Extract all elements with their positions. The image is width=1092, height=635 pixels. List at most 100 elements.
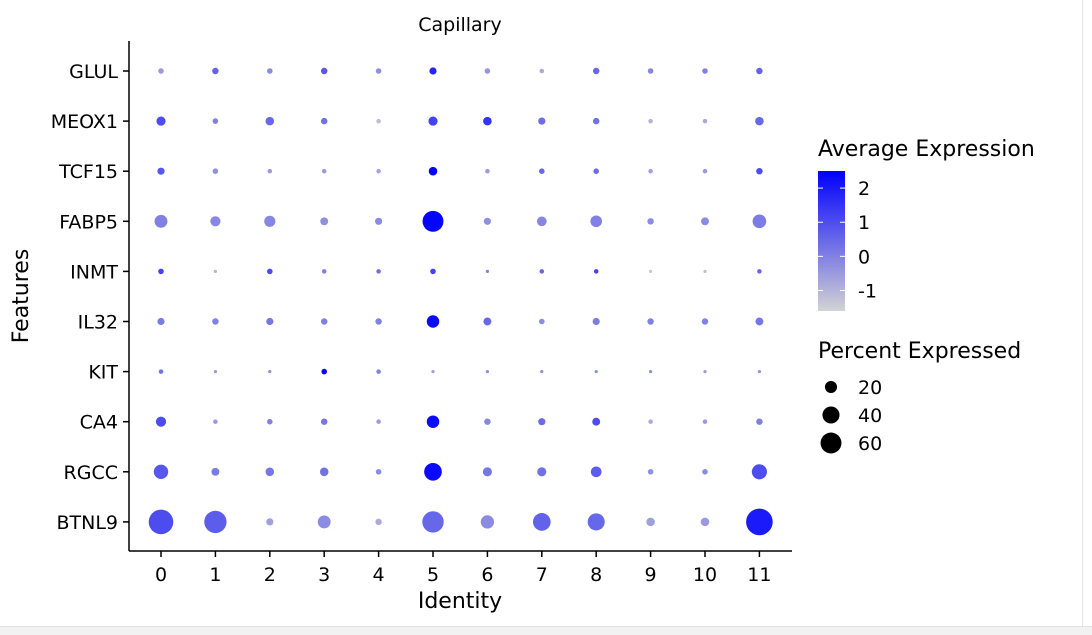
y-tick-label: CA4 [80, 412, 118, 434]
dot-il32-2 [266, 317, 274, 326]
dot-layer [148, 67, 773, 536]
dot-rgcc-8 [590, 466, 602, 478]
dot-inmt-6 [485, 269, 490, 274]
dot-glul-1 [212, 67, 219, 75]
dot-tcf15-3 [321, 168, 327, 174]
x-tick-label: 0 [155, 564, 167, 586]
dot-il32-1 [212, 318, 219, 325]
dot-glul-6 [484, 68, 491, 74]
color-legend-title: Average Expression [818, 137, 1035, 162]
dot-inmt-10 [703, 269, 707, 274]
size-key-label: 20 [858, 377, 882, 399]
dot-fabp5-9 [647, 218, 654, 225]
dot-ca4-8 [592, 417, 601, 426]
dot-ca4-7 [538, 418, 546, 426]
dot-btnl9-4 [375, 518, 382, 526]
y-tick-label: GLUL [69, 61, 118, 83]
dot-ca4-1 [213, 419, 218, 424]
dot-rgcc-11 [751, 464, 767, 480]
dot-rgcc-0 [153, 464, 169, 480]
dot-meox1-1 [212, 118, 219, 124]
color-tick-label: 0 [858, 246, 870, 268]
dot-rgcc-6 [482, 467, 492, 477]
dot-rgcc-1 [211, 467, 220, 476]
dot-meox1-11 [755, 116, 764, 126]
dot-fabp5-7 [536, 216, 547, 227]
dot-ca4-0 [155, 416, 167, 427]
dot-tcf15-6 [485, 168, 490, 174]
dot-fabp5-2 [264, 215, 276, 227]
x-tick-label: 10 [693, 564, 717, 586]
x-tick-label: 2 [264, 564, 276, 586]
x-tick-label: 1 [209, 564, 221, 586]
dot-fabp5-11 [752, 214, 767, 229]
color-legend-bar [818, 171, 845, 311]
dot-kit-10 [703, 369, 707, 374]
dot-kit-1 [213, 369, 218, 374]
dot-fabp5-6 [483, 217, 492, 225]
size-key-label: 40 [858, 405, 882, 427]
dot-meox1-0 [156, 116, 166, 126]
dot-meox1-9 [648, 118, 653, 124]
dot-glul-3 [320, 67, 328, 75]
dot-plot: Capillary GLUL MEOX1 TCF15 FABP5 INMT IL32 KIT… [9, 14, 1035, 614]
y-tick-label: FABP5 [59, 211, 118, 233]
dot-tcf15-8 [593, 168, 599, 174]
dot-fabp5-3 [320, 217, 329, 226]
size-legend-keys: 20 40 60 [820, 377, 882, 455]
color-legend: Average Expression 2 1 0 -1 [818, 137, 1035, 311]
y-tick-label: BTNL9 [56, 512, 118, 534]
dot-tcf15-2 [267, 168, 273, 174]
dot-glul-4 [375, 68, 382, 74]
dot-ca4-5 [426, 415, 440, 428]
x-tick-label: 5 [427, 564, 439, 586]
dot-rgcc-4 [375, 469, 382, 475]
dot-inmt-7 [539, 269, 545, 274]
dot-kit-0 [158, 369, 164, 374]
dot-ca4-11 [756, 418, 763, 425]
dot-tcf15-4 [376, 168, 381, 174]
dot-il32-4 [375, 318, 382, 325]
dot-meox1-8 [592, 117, 600, 125]
dot-tcf15-1 [212, 168, 219, 174]
dot-kit-11 [757, 369, 762, 374]
dot-meox1-3 [320, 117, 328, 125]
dot-ca4-2 [267, 418, 273, 425]
dot-inmt-5 [430, 268, 436, 275]
dot-meox1-2 [265, 116, 275, 126]
x-tick-label: 9 [645, 564, 657, 586]
y-axis-ticks: GLUL MEOX1 TCF15 FABP5 INMT IL32 KIT CA4 RGCC BTN… [51, 61, 129, 534]
dot-btnl9-6 [480, 515, 495, 529]
dot-kit-9 [648, 369, 653, 374]
dot-meox1-5 [428, 116, 438, 126]
dot-tcf15-10 [702, 168, 708, 174]
dot-glul-0 [158, 68, 164, 74]
dot-fabp5-0 [154, 214, 168, 228]
dot-btnl9-2 [266, 518, 274, 526]
y-tick-label: TCF15 [58, 161, 118, 183]
dot-inmt-8 [593, 269, 599, 274]
dot-tcf15-7 [539, 168, 545, 174]
color-tick-label: -1 [858, 281, 877, 303]
dot-btnl9-5 [422, 511, 444, 533]
dot-ca4-9 [648, 419, 653, 424]
dot-rgcc-5 [424, 462, 442, 481]
color-legend-ticks: 2 1 0 -1 [818, 178, 877, 303]
chart-title: Capillary [418, 14, 502, 36]
dot-glul-9 [647, 68, 654, 74]
dot-ca4-10 [702, 419, 708, 424]
dot-inmt-4 [376, 269, 381, 274]
size-key-dot [824, 380, 838, 394]
dot-il32-11 [755, 317, 764, 326]
dot-btnl9-0 [148, 509, 174, 535]
dot-il32-10 [701, 318, 709, 325]
dot-inmt-2 [267, 268, 273, 275]
y-tick-label: MEOX1 [51, 111, 118, 133]
dot-il32-0 [157, 317, 165, 326]
x-tick-label: 8 [590, 564, 602, 586]
dot-rgcc-2 [265, 467, 275, 477]
x-tick-label: 11 [747, 564, 771, 586]
dot-tcf15-5 [428, 166, 438, 176]
dot-ca4-6 [484, 418, 491, 425]
dot-rgcc-7 [537, 467, 547, 477]
